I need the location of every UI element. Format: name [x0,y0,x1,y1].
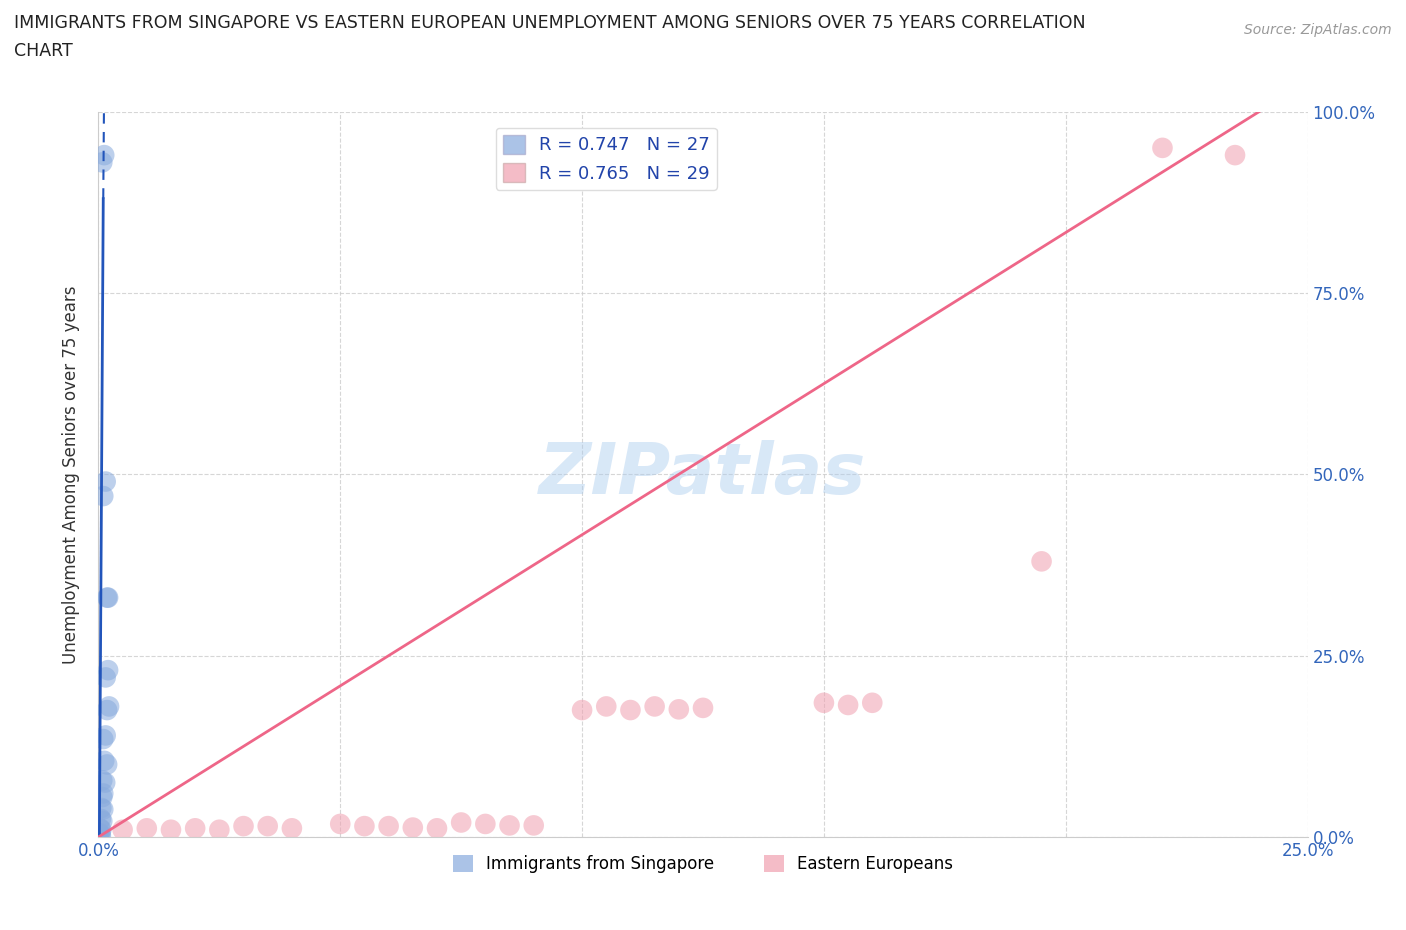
Point [692,700,714,715]
Point [498,818,520,833]
Point [90,828,112,843]
Point [474,817,496,831]
Point [96,591,118,605]
Point [837,698,859,712]
Point [91,732,114,747]
Point [89,821,111,836]
Point [208,822,231,837]
Point [94,670,117,684]
Point [377,818,399,833]
Point [90,801,112,816]
Point [281,821,304,836]
Point [93,753,115,768]
Point [426,821,449,836]
Point [97,591,120,605]
Point [1152,140,1174,155]
Point [1031,554,1053,569]
Point [91,488,114,503]
Point [90,811,112,827]
Point [232,818,254,833]
Point [91,773,114,788]
Legend: Immigrants from Singapore, Eastern Europeans: Immigrants from Singapore, Eastern Europ… [446,848,960,880]
Point [353,818,375,833]
Point [94,474,117,489]
Point [94,728,117,743]
Text: ZIPatlas: ZIPatlas [540,440,866,509]
Point [644,699,666,714]
Point [450,815,472,830]
Text: CHART: CHART [14,42,73,60]
Point [89,827,111,842]
Point [90,822,112,837]
Point [91,790,114,804]
Point [619,703,641,718]
Point [523,818,546,833]
Point [813,696,835,711]
Point [98,699,121,714]
Point [111,822,134,837]
Text: Source: ZipAtlas.com: Source: ZipAtlas.com [1244,23,1392,37]
Text: IMMIGRANTS FROM SINGAPORE VS EASTERN EUROPEAN UNEMPLOYMENT AMONG SENIORS OVER 75: IMMIGRANTS FROM SINGAPORE VS EASTERN EUR… [14,14,1085,32]
Point [256,818,278,833]
Point [860,696,883,711]
Point [91,786,114,801]
Point [402,820,425,835]
Y-axis label: Unemployment Among Seniors over 75 years: Unemployment Among Seniors over 75 years [62,286,80,663]
Point [96,703,118,718]
Point [184,821,207,836]
Point [93,148,115,163]
Point [571,703,593,718]
Point [89,826,111,841]
Point [97,663,120,678]
Point [96,757,118,772]
Point [1223,148,1246,163]
Point [135,821,157,836]
Point [91,814,114,829]
Point [160,822,183,837]
Point [329,817,352,831]
Point [91,155,114,170]
Point [595,699,617,714]
Point [668,702,690,717]
Point [94,776,117,790]
Point [91,802,114,817]
